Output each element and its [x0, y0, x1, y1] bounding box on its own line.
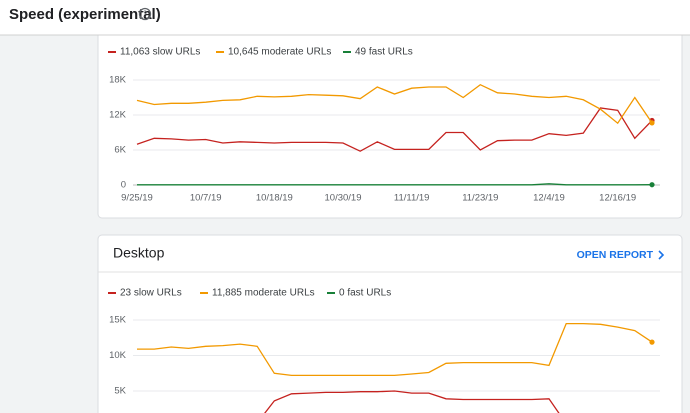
end-point — [649, 182, 655, 188]
help-icon[interactable]: ? — [138, 7, 152, 21]
mobile-card — [97, 0, 683, 219]
legend-label: 0 fast URLs — [339, 288, 391, 299]
y-tick-label: 6K — [114, 145, 126, 156]
end-point — [649, 120, 655, 126]
page-title: Speed (experimental) — [9, 6, 161, 23]
x-tick-label: 10/18/19 — [256, 193, 293, 204]
y-tick-label: 18K — [109, 75, 127, 86]
legend-label: 11,885 moderate URLs — [212, 288, 315, 299]
y-tick-label: 12K — [109, 110, 127, 121]
svg-text:?: ? — [143, 10, 148, 19]
series-line — [264, 390, 560, 413]
legend-label: 23 slow URLs — [120, 288, 182, 299]
open-report-link[interactable]: OPEN REPORT — [577, 249, 654, 261]
legend-label: 11,063 slow URLs — [120, 47, 200, 58]
series-line — [136, 83, 653, 125]
series-line — [137, 183, 653, 186]
card-title: Desktop — [113, 245, 165, 261]
x-tick-label: 11/11/19 — [394, 193, 430, 204]
legend-label: 49 fast URLs — [355, 47, 413, 58]
x-tick-label: 12/4/19 — [533, 193, 565, 204]
y-tick-label: 0 — [121, 180, 126, 191]
x-tick-label: 9/25/19 — [121, 193, 153, 204]
y-tick-label: 5K — [114, 386, 126, 397]
y-tick-label: 15K — [109, 315, 127, 326]
x-tick-label: 12/16/19 — [599, 193, 636, 204]
header-bar — [0, 0, 690, 35]
legend-label: 10,645 moderate URLs — [228, 47, 331, 58]
end-point — [649, 339, 655, 345]
x-tick-label: 11/23/19 — [462, 193, 498, 204]
x-tick-label: 10/30/19 — [325, 193, 362, 204]
desktop-card — [97, 234, 683, 413]
y-tick-label: 10K — [109, 350, 127, 361]
series-line — [137, 322, 653, 377]
x-tick-label: 10/7/19 — [190, 193, 222, 204]
chevron-icon[interactable] — [658, 250, 665, 260]
series-line — [136, 107, 653, 152]
